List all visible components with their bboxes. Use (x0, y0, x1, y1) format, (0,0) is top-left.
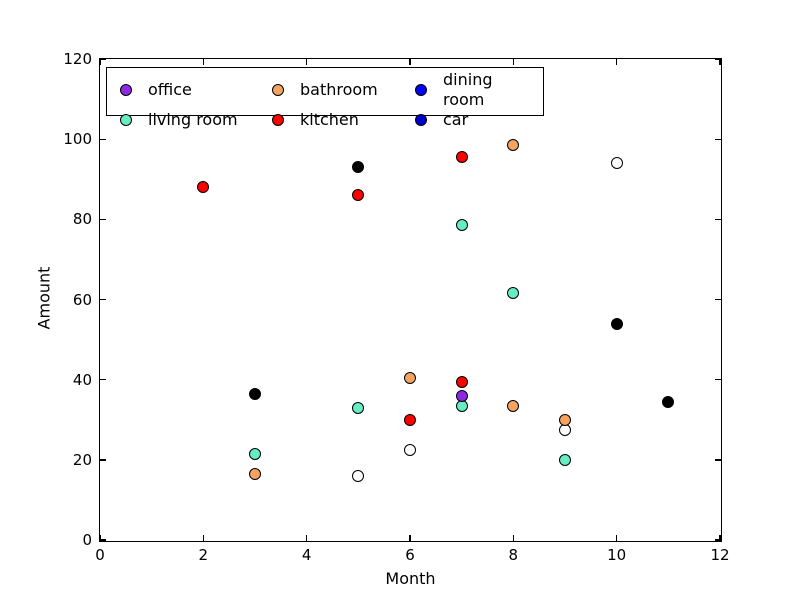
y-tick (715, 138, 721, 140)
data-point-kitchen (455, 151, 468, 164)
x-tick (99, 535, 101, 541)
x-tick (512, 59, 515, 65)
y-tick (100, 459, 106, 461)
data-point-living-room (559, 453, 571, 466)
data-point-bathroom (507, 399, 520, 412)
y-tick (715, 218, 721, 221)
y-tick (100, 58, 106, 60)
y-tick-label: 0 (82, 531, 92, 549)
legend-entry-kitchen: kitchen (272, 110, 415, 130)
x-tick (202, 535, 205, 541)
data-point-unlabeled-white (352, 469, 365, 482)
x-tick (409, 59, 411, 65)
y-tick (100, 218, 106, 221)
data-point-bathroom (507, 139, 520, 152)
data-point-living-room (507, 287, 520, 300)
legend-entry-bathroom: bathroom (272, 80, 415, 100)
data-point-unlabeled-black (249, 387, 261, 400)
legend-label: bathroom (300, 80, 378, 99)
y-tick (100, 298, 106, 301)
x-tick-label: 4 (301, 546, 312, 564)
legend-marker-icon (272, 114, 284, 126)
y-tick (715, 539, 721, 541)
legend-entry-living-room: living room (120, 110, 272, 130)
y-tick-label: 40 (72, 370, 92, 389)
x-tick (202, 59, 205, 65)
x-tick-label: 8 (508, 546, 519, 564)
legend-entry-dining-room: dining room (415, 70, 537, 110)
data-point-unlabeled-white (404, 443, 416, 456)
data-point-bathroom (249, 467, 261, 480)
data-point-unlabeled-white (610, 157, 623, 170)
y-tick (715, 459, 721, 461)
x-tick (99, 59, 101, 65)
x-tick (409, 535, 411, 541)
x-tick (616, 59, 618, 65)
x-tick (306, 535, 308, 541)
y-tick-label: 60 (72, 290, 92, 309)
legend-label: dining room (443, 70, 493, 109)
x-tick-label: 0 (95, 546, 105, 564)
data-point-unlabeled-black (352, 161, 365, 174)
y-tick-label: 120 (63, 50, 92, 68)
data-point-unlabeled-black (662, 395, 675, 408)
data-point-bathroom (559, 413, 571, 426)
y-tick-label: 20 (72, 450, 92, 469)
data-point-office (455, 389, 468, 402)
data-point-kitchen (455, 375, 468, 388)
x-tick-label: 2 (198, 546, 209, 564)
plot-area: office living room bathroom kitchen dining r… (99, 58, 722, 542)
x-tick (719, 59, 721, 65)
legend-entry-car: car (415, 110, 537, 130)
legend: office living room bathroom kitchen dining r… (106, 67, 544, 129)
x-tick-label: 12 (710, 546, 730, 564)
y-tick (100, 539, 106, 541)
x-axis-label: Month (385, 569, 436, 588)
data-point-kitchen (352, 189, 365, 202)
y-tick (715, 298, 721, 301)
data-point-living-room (249, 447, 261, 460)
x-tick (616, 535, 618, 541)
legend-label: office (148, 80, 192, 99)
data-point-kitchen (404, 413, 416, 426)
x-tick (306, 59, 308, 65)
legend-label: living room (148, 110, 238, 129)
y-tick-label: 80 (72, 210, 92, 229)
y-tick (100, 138, 106, 140)
legend-marker-icon (415, 114, 427, 126)
legend-marker-icon (120, 114, 132, 126)
data-point-living-room (352, 401, 365, 414)
legend-label: kitchen (300, 110, 359, 129)
legend-label: car (443, 110, 469, 129)
legend-marker-icon (415, 84, 427, 96)
x-tick (512, 535, 515, 541)
legend-marker-icon (272, 84, 284, 96)
x-tick-label: 6 (405, 546, 415, 564)
y-tick-label: 100 (63, 130, 92, 149)
x-tick-label: 10 (607, 546, 627, 564)
data-point-kitchen (197, 181, 210, 194)
y-tick (715, 58, 721, 60)
data-point-unlabeled-black (610, 317, 623, 330)
x-tick (719, 535, 721, 541)
y-tick (100, 379, 106, 381)
legend-entry-office: office (120, 80, 272, 100)
legend-marker-icon (120, 84, 132, 96)
data-point-living-room (455, 219, 468, 232)
y-tick (715, 379, 721, 381)
data-point-bathroom (404, 371, 416, 384)
